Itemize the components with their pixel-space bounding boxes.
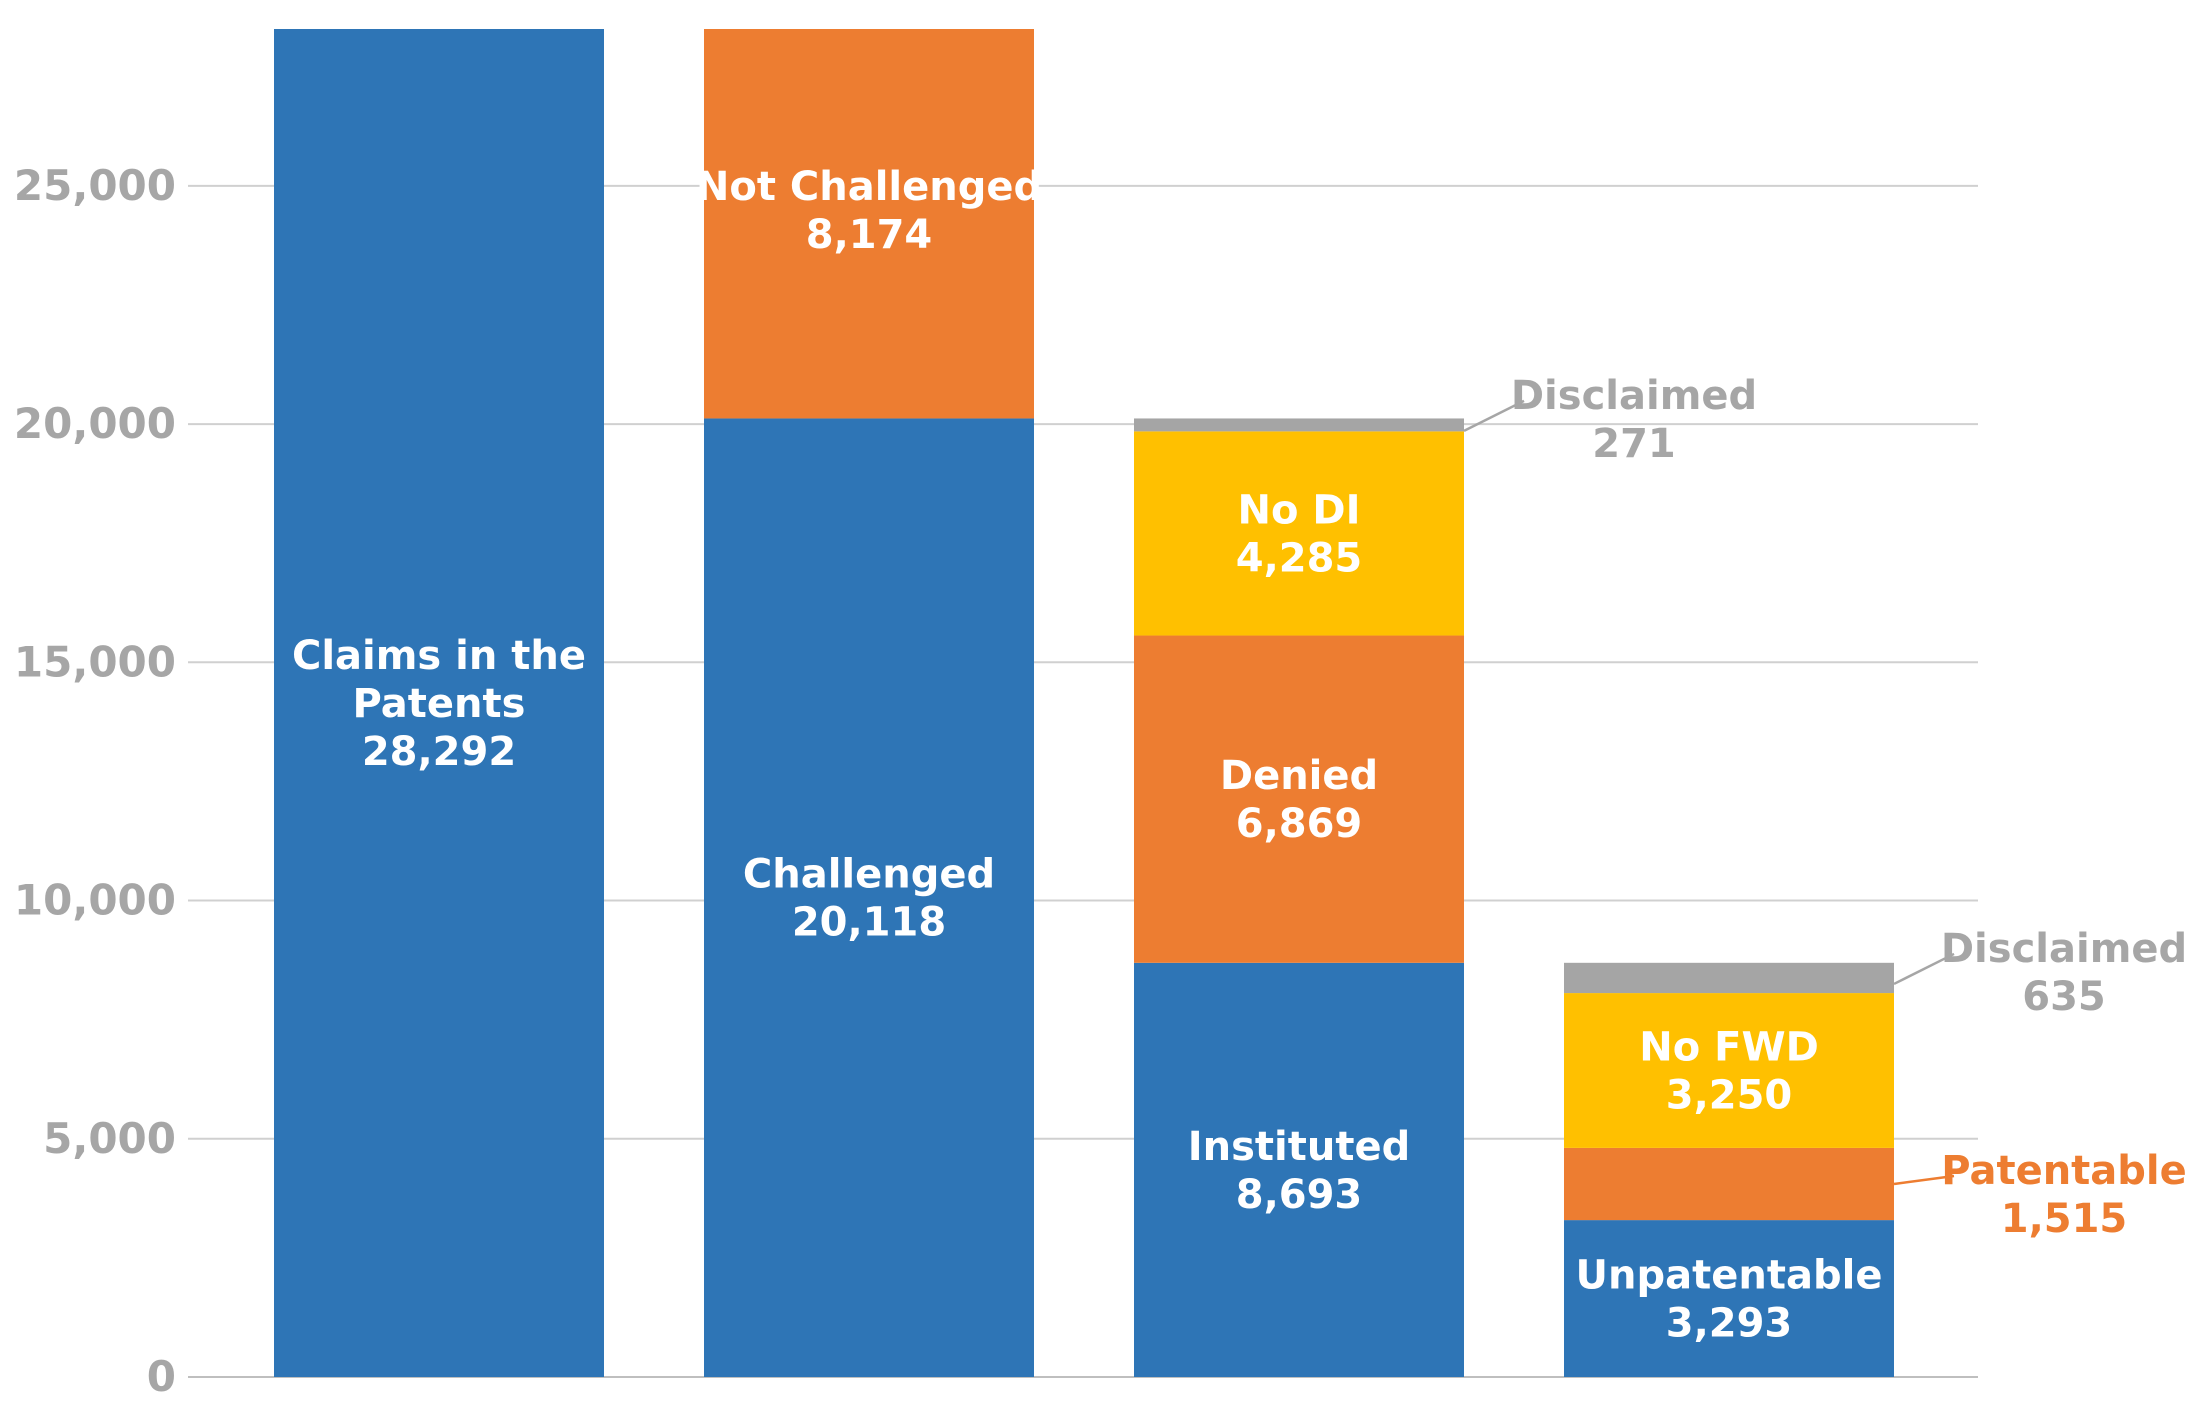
segment-label: 8,174 — [806, 212, 933, 258]
segment-label: 28,292 — [362, 729, 516, 775]
callout-leader — [1893, 952, 1955, 986]
callout-label: 271 — [1592, 421, 1676, 467]
bar-segment-disclaimed — [1134, 418, 1464, 432]
segment-label: No DI — [1238, 487, 1361, 533]
segment-label: Not Challenged — [696, 164, 1042, 210]
segment-label: Challenged — [743, 852, 995, 898]
segment-label: Claims in the — [292, 633, 586, 679]
y-tick-label: 0 — [147, 1352, 176, 1401]
bar-segment-no-fwd — [1564, 993, 1894, 1148]
y-tick-label: 25,000 — [14, 161, 176, 210]
y-tick-label: 15,000 — [14, 637, 176, 686]
bar-segment-no-di — [1134, 431, 1464, 636]
segment-label: 3,250 — [1666, 1072, 1793, 1118]
bar-segment-claims-in-the-patents — [274, 29, 604, 1377]
callout-label: Patentable — [1941, 1148, 2187, 1194]
y-tick-label: 10,000 — [14, 876, 176, 925]
segment-label: Patents — [353, 681, 526, 727]
segment-label: No FWD — [1639, 1024, 1819, 1070]
bar-segment-not-challenged — [704, 29, 1034, 419]
segment-label: 3,293 — [1666, 1301, 1793, 1347]
segment-label: Unpatentable — [1576, 1253, 1883, 1299]
callout-label: 635 — [2022, 974, 2106, 1020]
segment-label: 8,693 — [1236, 1172, 1363, 1218]
bar-segment-unpatentable — [1564, 1220, 1894, 1377]
bar-segment-patentable — [1564, 1147, 1894, 1221]
callout-label: 1,515 — [2001, 1196, 2128, 1242]
segment-label: Instituted — [1188, 1124, 1410, 1170]
y-tick-label: 20,000 — [14, 399, 176, 448]
bar-segment-challenged — [704, 418, 1034, 1377]
bar-segment-disclaimed — [1564, 962, 1894, 994]
callout-label: Disclaimed — [1511, 373, 1757, 419]
y-tick-label: 5,000 — [43, 1114, 176, 1163]
bars — [274, 29, 1894, 1377]
segment-label: 6,869 — [1236, 801, 1363, 847]
callout-leader — [1463, 399, 1525, 433]
callout-label: Disclaimed — [1941, 926, 2187, 972]
callout-leader — [1893, 1174, 1955, 1186]
bar-segment-instituted — [1134, 962, 1464, 1377]
y-axis: 0 5,000 10,000 15,000 20,000 25,000 — [14, 161, 176, 1401]
segment-label: Denied — [1220, 753, 1378, 799]
segment-label: 4,285 — [1236, 535, 1363, 581]
bar-segment-denied — [1134, 635, 1464, 963]
segment-label: 20,118 — [792, 900, 946, 946]
